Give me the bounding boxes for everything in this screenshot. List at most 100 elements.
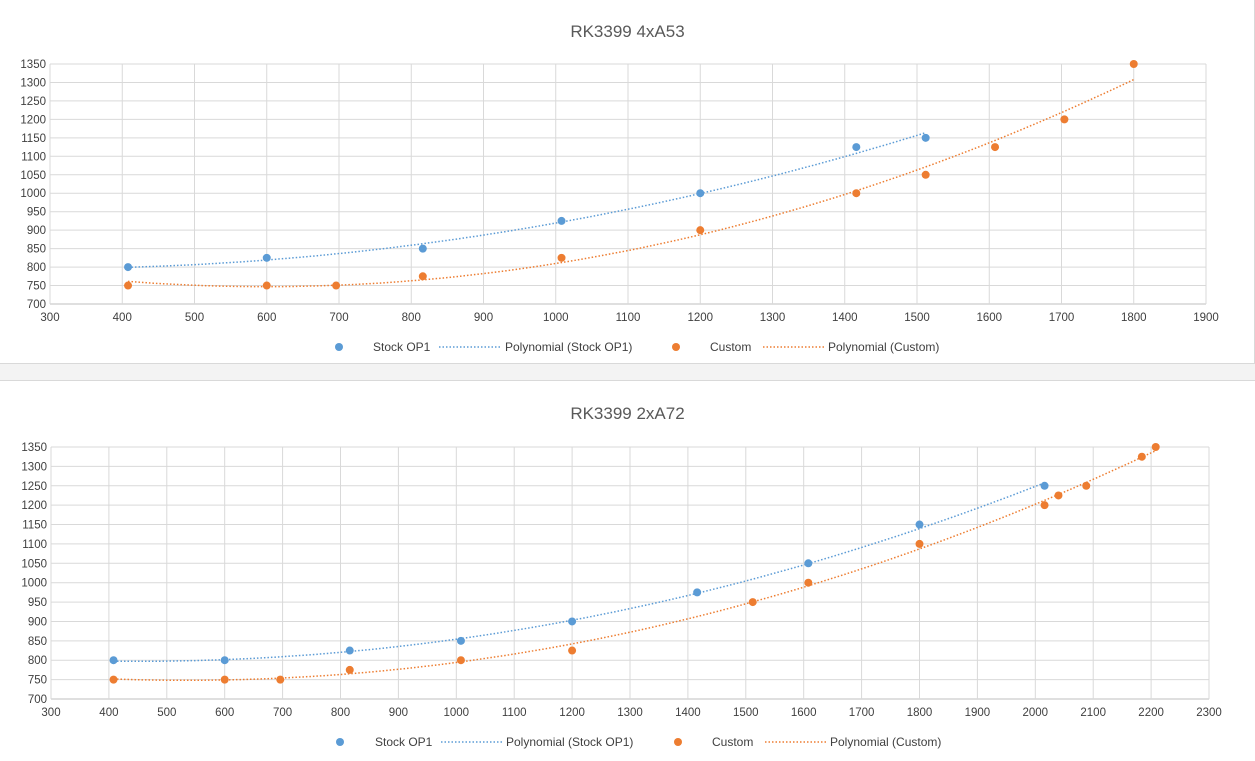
y-tick-label: 850 (27, 244, 46, 256)
x-tick-label: 1300 (760, 312, 786, 324)
x-tick-label: 300 (40, 312, 59, 324)
data-point-custom[interactable] (557, 253, 566, 262)
data-point-stock[interactable] (1040, 481, 1049, 490)
legend-label: Stock OP1 (373, 340, 431, 354)
legend-marker (674, 738, 682, 746)
legend-label: Custom (712, 735, 753, 749)
y-tick-label: 850 (28, 636, 47, 648)
x-tick-label: 300 (41, 707, 60, 719)
data-point-custom[interactable] (345, 665, 354, 674)
x-tick-label: 1600 (976, 312, 1002, 324)
data-point-custom[interactable] (124, 281, 133, 290)
data-point-custom[interactable] (1054, 491, 1063, 500)
y-tick-label: 1000 (20, 188, 46, 200)
x-tick-label: 1200 (687, 312, 713, 324)
data-point-stock[interactable] (696, 189, 705, 198)
y-tick-label: 750 (28, 675, 47, 687)
chart-panel-top[interactable]: RK3399 4xA53 700 750 800 850 900 950 1000 1050 11… (0, 0, 1255, 364)
x-tick-label: 1700 (1049, 312, 1075, 324)
y-tick-label: 900 (27, 225, 46, 237)
y-tick-label: 1250 (21, 481, 47, 493)
y-tick-label: 700 (27, 299, 46, 311)
data-point-stock[interactable] (915, 520, 924, 529)
y-tick-label: 1250 (20, 96, 46, 108)
data-point-custom[interactable] (1060, 115, 1069, 124)
legend-label: Custom (710, 340, 751, 354)
x-tick-label: 1500 (904, 312, 930, 324)
data-point-custom[interactable] (262, 281, 271, 290)
data-point-custom[interactable] (1129, 60, 1138, 68)
data-point-custom[interactable] (1137, 452, 1146, 461)
legend-marker (336, 738, 344, 746)
y-tick-label: 1000 (21, 578, 47, 590)
x-tick-label: 2200 (1138, 707, 1164, 719)
data-point-custom[interactable] (696, 226, 705, 235)
data-point-stock[interactable] (804, 559, 813, 568)
chart-title: RK3399 2xA72 (570, 404, 684, 423)
data-point-custom[interactable] (1040, 501, 1049, 510)
data-point-stock[interactable] (345, 646, 354, 655)
trendline-stock (127, 131, 926, 269)
y-tick-label: 1200 (20, 114, 46, 126)
data-point-custom[interactable] (276, 675, 285, 684)
data-point-custom[interactable] (418, 272, 427, 281)
data-point-stock[interactable] (852, 143, 861, 152)
x-tick-label: 1800 (907, 707, 933, 719)
x-tick-label: 2000 (1023, 707, 1049, 719)
data-point-custom[interactable] (1151, 443, 1160, 451)
x-tick-label: 1100 (616, 312, 641, 324)
data-point-stock[interactable] (109, 656, 118, 665)
x-tick-label: 500 (185, 312, 204, 324)
y-tick-label: 1050 (20, 170, 46, 182)
data-point-custom[interactable] (991, 143, 1000, 152)
legend-marker (335, 343, 343, 351)
data-point-custom[interactable] (748, 598, 757, 607)
y-tick-label: 1300 (20, 77, 46, 89)
data-point-custom[interactable] (456, 656, 465, 665)
y-tick-label: 700 (28, 694, 47, 706)
legend-label: Stock OP1 (375, 735, 433, 749)
data-point-stock[interactable] (262, 253, 271, 262)
x-tick-label: 2300 (1196, 707, 1222, 719)
data-point-stock[interactable] (456, 636, 465, 645)
data-point-custom[interactable] (109, 675, 118, 684)
legend-marker (672, 343, 680, 351)
data-point-stock[interactable] (557, 216, 566, 225)
trendline-custom (113, 450, 1157, 682)
x-tick-label: 1000 (444, 707, 470, 719)
y-tick-label: 1150 (22, 520, 47, 532)
data-point-stock[interactable] (220, 656, 229, 665)
x-tick-label: 400 (99, 707, 118, 719)
x-tick-label: 700 (273, 707, 292, 719)
data-point-custom[interactable] (915, 539, 924, 548)
y-tick-label: 1050 (21, 558, 47, 570)
legend-label: Polynomial (Custom) (830, 735, 941, 749)
chart-panel-bottom[interactable]: RK3399 2xA72 700 750 800 850 900 950 1000 1050 11… (0, 380, 1255, 760)
data-point-custom[interactable] (1082, 481, 1091, 490)
data-point-stock[interactable] (921, 133, 930, 142)
data-point-stock[interactable] (124, 263, 133, 272)
x-tick-label: 1600 (791, 707, 817, 719)
x-tick-label: 1300 (617, 707, 643, 719)
y-tick-label: 800 (27, 262, 46, 274)
data-point-custom[interactable] (804, 578, 813, 587)
data-point-stock[interactable] (693, 588, 702, 597)
data-point-stock[interactable] (568, 617, 577, 626)
x-tick-label: 900 (474, 312, 493, 324)
chart-title: RK3399 4xA53 (570, 22, 684, 41)
spreadsheet-gap (0, 364, 1255, 380)
data-point-stock[interactable] (418, 244, 427, 253)
data-point-custom[interactable] (852, 189, 861, 198)
y-tick-label: 1200 (21, 500, 47, 512)
y-tick-label: 950 (28, 597, 47, 609)
y-tick-label: 900 (28, 616, 47, 628)
y-tick-label: 1100 (21, 151, 46, 163)
x-tick-label: 1700 (849, 707, 875, 719)
data-point-custom[interactable] (220, 675, 229, 684)
x-tick-label: 1900 (965, 707, 991, 719)
x-tick-label: 400 (113, 312, 132, 324)
data-point-custom[interactable] (332, 281, 341, 290)
data-point-custom[interactable] (568, 646, 577, 655)
data-point-custom[interactable] (921, 170, 930, 179)
chart-2xA72: RK3399 2xA72 700 750 800 850 900 950 1000 1050 11… (21, 404, 1222, 749)
